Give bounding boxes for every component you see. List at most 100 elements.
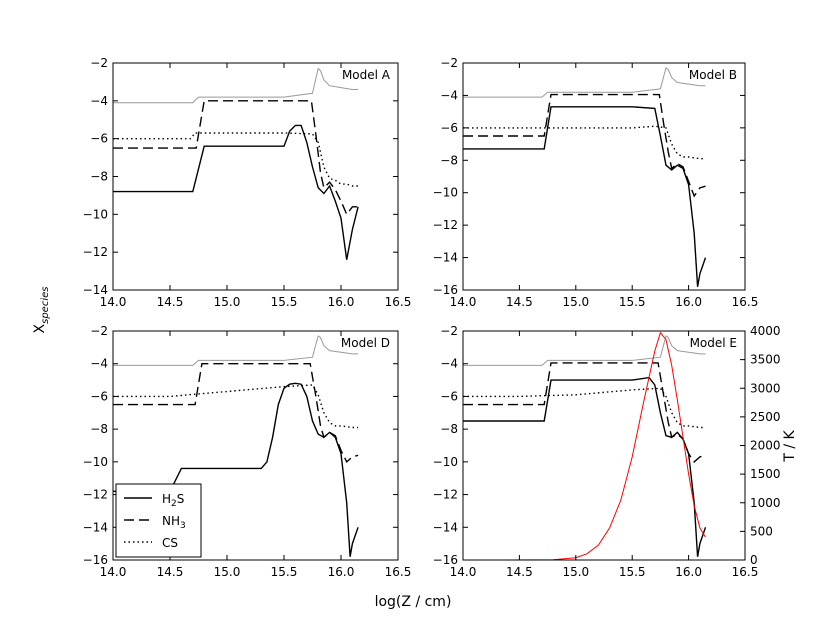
y-tick-label: −4 [440,88,458,102]
series-gray-line [463,335,706,366]
x-tick-label: 15.5 [619,295,646,309]
x-tick-label: 14.0 [450,295,477,309]
panel-model-b: 14.0 14.5 15.0 15.5 16.0 16.5 −16 −14 −12 −10 −8 −6… [433,56,759,309]
y-tick-label: −14 [433,520,458,534]
panel-model-e: 14.0 14.5 15.0 15.5 16.0 16.5 −16 −14 −12 −10 −8 −6… [433,324,781,579]
y2-tick-label: 1500 [750,467,781,481]
series-nh3-line [463,93,706,198]
panel-model-a: 14.0 14.5 15.0 15.5 16.0 16.5 −14 −12 −10 −8 −6 −4 −… [83,56,412,309]
y-tick-label: −8 [440,422,458,436]
y-tick-label: −14 [433,251,458,265]
series-t-line [463,331,706,560]
series-gray-line [113,67,359,104]
y-tick-label: −6 [440,121,458,135]
x-tick-label: 16.0 [328,295,355,309]
y-tick-label: −10 [433,186,458,200]
x-tick-label: 16.5 [732,295,759,309]
plot-frame [462,62,746,291]
y-tick-label: −10 [83,207,108,221]
y-tick-label: −2 [90,56,108,70]
series-nh3-line [463,362,706,463]
series-gray-line [463,67,706,98]
x-tick-label: 16.5 [385,565,412,579]
x-tick-label: 15.0 [214,565,241,579]
y-tick-label: −12 [433,218,458,232]
y-tick-label: −4 [90,94,108,108]
legend: H2S NH3 CS [115,483,202,558]
plot-area [113,67,359,260]
legend-entry: H2S [162,492,184,509]
y-tick-label: −12 [83,488,108,502]
y-tick-label: −16 [83,553,108,567]
y-tick-label: −12 [433,488,458,502]
x-tick-label: 14.5 [157,565,184,579]
y-tick-label: −8 [90,422,108,436]
x-tick-label: 15.0 [214,295,241,309]
series-cs-line [113,132,359,187]
y-tick-label: −14 [83,520,108,534]
x-tick-label: 16.0 [675,565,702,579]
legend-entry: NH3 [162,514,186,531]
y-tick-label: −10 [433,455,458,469]
x-tick-label: 15.5 [271,565,298,579]
y-tick-label: −8 [440,153,458,167]
right-y-axis-label: T / K [782,430,798,463]
x-tick-label: 14.0 [100,565,127,579]
series-cs-line [463,125,706,160]
y-tick-label: −4 [440,357,458,371]
y-tick-label: −2 [440,324,458,338]
y-tick-label: −2 [440,56,458,70]
series-cs-line [113,384,359,429]
x-tick-label: 15.5 [619,565,646,579]
y2-tick-label: 500 [750,524,773,538]
series-h2s-line [463,376,707,557]
x-tick-label: 16.0 [328,565,355,579]
plot-area [463,331,707,560]
series-h2s-line [113,124,359,260]
y2-tick-label: 1000 [750,496,781,510]
panel-model-d: 14.0 14.5 15.0 15.5 16.0 16.5 −16 −14 −12 −10 −8 −6… [83,324,412,579]
x-tick-label: 16.5 [385,295,412,309]
y-tick-label: −12 [83,245,108,259]
series-cs-line [463,387,706,429]
plot-frame [112,330,399,561]
y-tick-label: −6 [440,389,458,403]
series-h2s-line [113,382,359,557]
y-tick-label: −16 [433,283,458,297]
y-tick-label: −2 [90,324,108,338]
y-tick-label: −4 [90,357,108,371]
y2-tick-label: 4000 [750,324,781,338]
panel-title: Model D [341,336,390,350]
panel-title: Model E [690,336,737,350]
y2-tick-label: 3500 [750,353,781,367]
y2-tick-label: 2500 [750,410,781,424]
y-tick-label: −8 [90,170,108,184]
series-h2s-line [463,106,707,287]
y-tick-label: −6 [90,132,108,146]
series-nh3-line [113,363,359,464]
panel-title: Model B [689,68,737,82]
plot-area [463,67,707,287]
series-nh3-line [113,100,359,216]
x-tick-label: 14.5 [157,295,184,309]
x-tick-label: 14.5 [506,295,533,309]
series-gray-line [113,335,359,366]
x-tick-label: 15.0 [562,565,589,579]
x-tick-label: 14.0 [450,565,477,579]
x-tick-label: 15.0 [562,295,589,309]
y-axis-label: Xspecies [32,287,51,334]
legend-entry: CS [162,536,178,550]
x-tick-label: 16.5 [732,565,759,579]
y-tick-label: −14 [83,283,108,297]
y2-tick-label: 2000 [750,439,781,453]
y-tick-label: −16 [433,553,458,567]
y2-tick-label: 0 [750,553,758,567]
x-tick-label: 15.5 [271,295,298,309]
y2-tick-label: 3000 [750,381,781,395]
x-axis-label: log(Z / cm) [375,594,452,610]
y-tick-label: −6 [90,389,108,403]
x-tick-label: 14.0 [100,295,127,309]
x-tick-label: 14.5 [506,565,533,579]
plot-area [113,335,359,557]
